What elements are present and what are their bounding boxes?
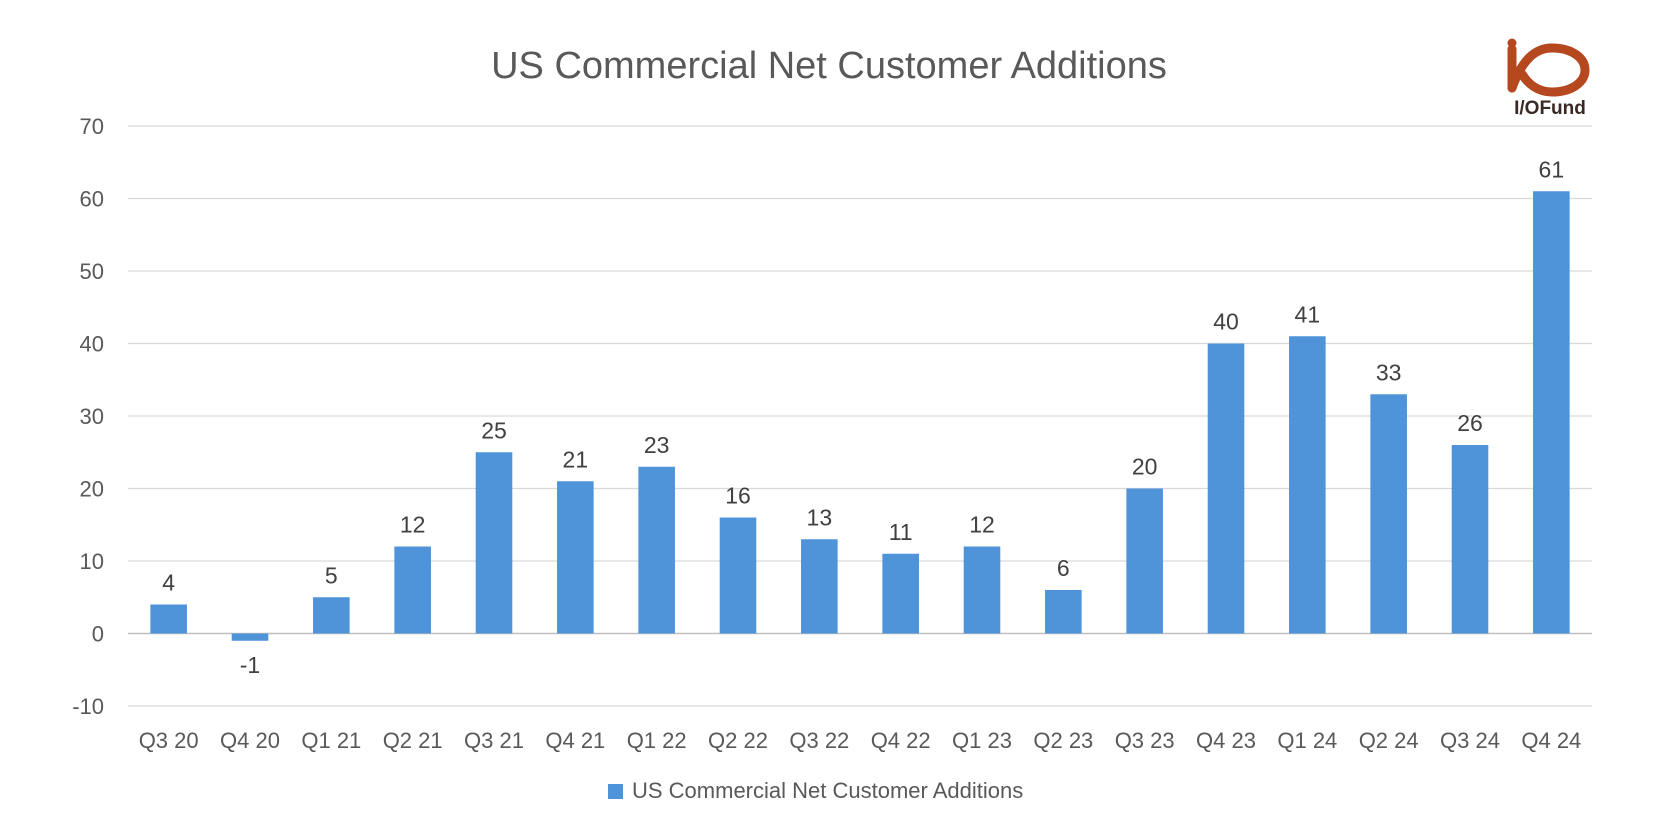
data-label: 20 (1132, 454, 1158, 480)
data-labels: 4 -1 5 12 25 21 23 16 13 11 12 6 20 40 41 33 26 61 (162, 156, 1564, 678)
x-tick-label: Q2 24 (1359, 728, 1419, 753)
data-label: 41 (1295, 301, 1321, 327)
y-tick-label: 70 (80, 114, 104, 139)
data-label: 21 (563, 446, 589, 472)
bar (963, 546, 1001, 634)
x-tick-label: Q2 23 (1033, 728, 1093, 753)
bar (1533, 191, 1570, 634)
x-tick-label: Q2 21 (383, 728, 443, 753)
bar (638, 466, 675, 634)
bar (394, 546, 431, 634)
x-tick-label: Q4 24 (1521, 728, 1581, 753)
legend-label: US Commercial Net Customer Additions (632, 778, 1023, 803)
bar (1045, 590, 1082, 634)
bar (1126, 488, 1163, 634)
x-tick-label: Q3 24 (1440, 728, 1500, 753)
bar (1207, 343, 1245, 634)
data-label: 5 (325, 562, 338, 588)
x-tick-label: Q4 23 (1196, 728, 1256, 753)
bars (150, 191, 1570, 641)
gridlines (128, 125, 1592, 707)
data-label: 12 (969, 512, 995, 538)
x-tick-label: Q3 23 (1115, 728, 1175, 753)
io-fund-logo-icon (1507, 38, 1590, 97)
x-tick-label: Q1 24 (1277, 728, 1337, 753)
data-label: 16 (725, 483, 751, 509)
x-tick-label: Q4 20 (220, 728, 280, 753)
y-axis-ticks: -10 0 10 20 30 40 50 60 70 (72, 114, 104, 719)
data-label: 61 (1539, 156, 1565, 182)
y-tick-label: 30 (80, 404, 104, 429)
data-label: 23 (644, 432, 670, 458)
data-label: 25 (481, 417, 507, 443)
y-tick-label: 40 (80, 332, 104, 357)
x-tick-label: Q3 22 (789, 728, 849, 753)
y-tick-label: 10 (80, 549, 104, 574)
legend-swatch (608, 784, 623, 799)
y-tick-label: 0 (92, 622, 104, 647)
x-axis-ticks: Q3 20 Q4 20 Q1 21 Q2 21 Q3 21 Q4 21 Q1 22 Q2 22… (139, 728, 1582, 753)
y-tick-label: 60 (80, 187, 104, 212)
data-label: 11 (889, 519, 913, 545)
bar (1289, 336, 1326, 634)
bar (231, 633, 269, 641)
bar (882, 553, 919, 634)
x-tick-label: Q4 21 (545, 728, 605, 753)
data-label: 26 (1457, 410, 1483, 436)
bar (557, 481, 594, 634)
data-label: 13 (807, 504, 833, 530)
bar (313, 597, 350, 634)
x-tick-label: Q3 21 (464, 728, 524, 753)
io-fund-logo: I/OFund (1507, 38, 1590, 119)
bar (1370, 394, 1407, 634)
x-tick-label: Q1 23 (952, 728, 1012, 753)
chart-title: US Commercial Net Customer Additions (491, 45, 1167, 87)
x-tick-label: Q1 21 (301, 728, 361, 753)
legend: US Commercial Net Customer Additions (608, 778, 1023, 803)
data-label: 4 (162, 570, 175, 596)
y-tick-label: -10 (72, 694, 104, 719)
y-tick-label: 50 (80, 259, 104, 284)
x-tick-label: Q2 22 (708, 728, 768, 753)
data-label: 12 (400, 512, 426, 538)
bar (719, 517, 757, 634)
data-label: 33 (1376, 359, 1402, 385)
bar (1451, 445, 1489, 634)
bar (150, 604, 187, 634)
bar (475, 452, 513, 634)
x-tick-label: Q3 20 (139, 728, 199, 753)
x-tick-label: Q1 22 (627, 728, 687, 753)
data-label: 40 (1213, 309, 1239, 335)
io-fund-logo-text: I/OFund (1514, 98, 1586, 119)
y-tick-label: 20 (80, 477, 104, 502)
data-label: 6 (1057, 555, 1070, 581)
bar (801, 539, 838, 634)
x-tick-label: Q4 22 (871, 728, 931, 753)
data-label: -1 (240, 652, 260, 678)
